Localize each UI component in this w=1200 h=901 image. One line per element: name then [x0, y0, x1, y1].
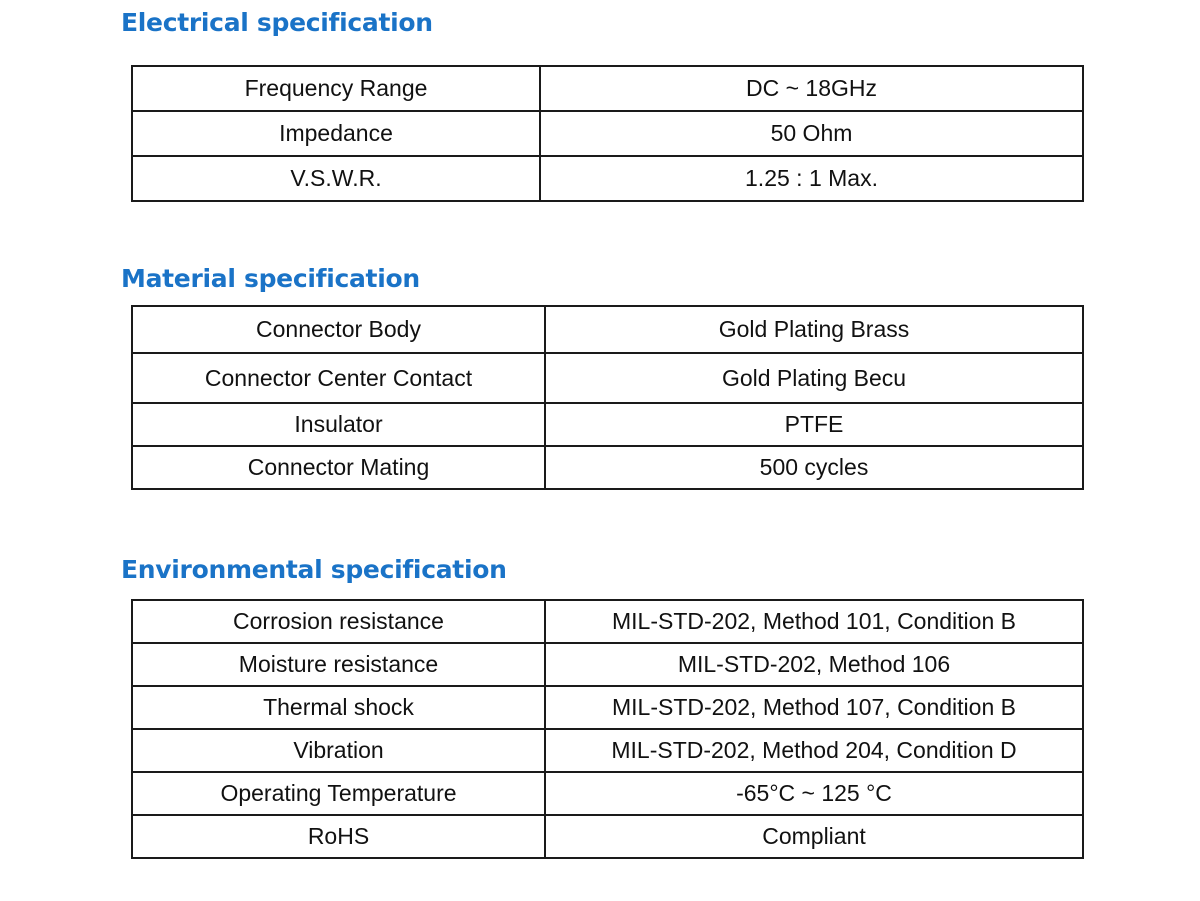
material-specification-heading: Material specification [121, 264, 420, 293]
table-row: Insulator PTFE [131, 402, 1084, 447]
spec-value: Compliant [544, 814, 1084, 859]
spec-value: MIL-STD-202, Method 101, Condition B [544, 599, 1084, 644]
table-row: Thermal shock MIL-STD-202, Method 107, C… [131, 685, 1084, 730]
electrical-specification-heading: Electrical specification [121, 8, 433, 37]
table-row: Connector Mating 500 cycles [131, 445, 1084, 490]
spec-label: Vibration [131, 728, 546, 773]
spec-label: Thermal shock [131, 685, 546, 730]
spec-value: Gold Plating Brass [544, 305, 1084, 354]
environmental-specification-table: Corrosion resistance MIL-STD-202, Method… [131, 599, 1084, 859]
spec-label: Frequency Range [131, 65, 541, 112]
table-row: Vibration MIL-STD-202, Method 204, Condi… [131, 728, 1084, 773]
spec-label: Insulator [131, 402, 546, 447]
spec-value: 50 Ohm [539, 110, 1084, 157]
table-row: Corrosion resistance MIL-STD-202, Method… [131, 599, 1084, 644]
spec-value: MIL-STD-202, Method 106 [544, 642, 1084, 687]
spec-label: Connector Center Contact [131, 352, 546, 404]
spec-value: MIL-STD-202, Method 204, Condition D [544, 728, 1084, 773]
table-row: Operating Temperature -65°C ~ 125 °C [131, 771, 1084, 816]
table-row: Frequency Range DC ~ 18GHz [131, 65, 1084, 112]
electrical-specification-table: Frequency Range DC ~ 18GHz Impedance 50 … [131, 65, 1084, 202]
spec-value: Gold Plating Becu [544, 352, 1084, 404]
spec-label: Operating Temperature [131, 771, 546, 816]
table-row: Impedance 50 Ohm [131, 110, 1084, 157]
spec-label: Connector Mating [131, 445, 546, 490]
spec-value: MIL-STD-202, Method 107, Condition B [544, 685, 1084, 730]
spec-label: Corrosion resistance [131, 599, 546, 644]
spec-label: Moisture resistance [131, 642, 546, 687]
spec-label: V.S.W.R. [131, 155, 541, 202]
spec-value: PTFE [544, 402, 1084, 447]
table-row: RoHS Compliant [131, 814, 1084, 859]
spec-label: Connector Body [131, 305, 546, 354]
spec-value: 500 cycles [544, 445, 1084, 490]
table-row: Connector Center Contact Gold Plating Be… [131, 352, 1084, 404]
spec-label: RoHS [131, 814, 546, 859]
spec-value: 1.25 : 1 Max. [539, 155, 1084, 202]
spec-label: Impedance [131, 110, 541, 157]
spec-value: DC ~ 18GHz [539, 65, 1084, 112]
material-specification-table: Connector Body Gold Plating Brass Connec… [131, 305, 1084, 490]
environmental-specification-heading: Environmental specification [121, 555, 507, 584]
table-row: Connector Body Gold Plating Brass [131, 305, 1084, 354]
table-row: V.S.W.R. 1.25 : 1 Max. [131, 155, 1084, 202]
table-row: Moisture resistance MIL-STD-202, Method … [131, 642, 1084, 687]
spec-value: -65°C ~ 125 °C [544, 771, 1084, 816]
